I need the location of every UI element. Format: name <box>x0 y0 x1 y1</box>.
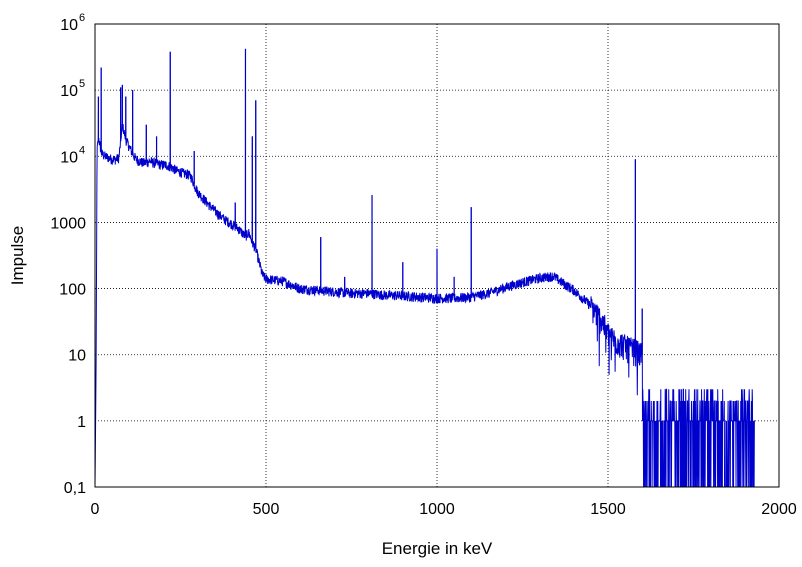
x-tick-label: 500 <box>253 501 280 518</box>
x-tick-label: 2000 <box>761 501 797 518</box>
x-axis-label: Energie in keV <box>382 539 493 558</box>
x-tick-label: 1500 <box>590 501 626 518</box>
x-tick-label: 1000 <box>419 501 455 518</box>
y-tick-label: 1 <box>77 414 86 431</box>
y-tick-label: 10 <box>60 17 78 34</box>
y-tick-label: 10 <box>68 348 86 365</box>
y-tick-label: 100 <box>59 282 86 299</box>
y-tick-exponent: 5 <box>79 78 85 90</box>
y-tick-exponent: 6 <box>79 12 85 24</box>
y-tick-label: 0,1 <box>64 480 86 497</box>
plot-frame <box>94 23 780 488</box>
series-layer <box>94 48 755 488</box>
x-tick-label: 0 <box>91 501 100 518</box>
spectrum-line <box>94 48 755 488</box>
y-tick-label: 10 <box>60 83 78 100</box>
y-axis-label: Impulse <box>8 226 27 286</box>
x-tick-labels: 0 500 1000 1500 2000 <box>91 501 797 518</box>
y-tick-label: 10 <box>60 149 78 166</box>
y-tick-label: 1000 <box>50 215 86 232</box>
y-tick-exponent: 4 <box>79 144 85 156</box>
